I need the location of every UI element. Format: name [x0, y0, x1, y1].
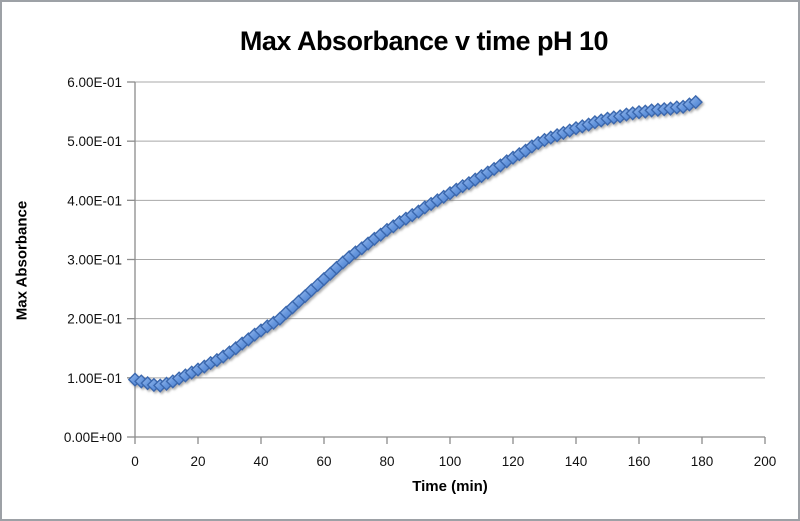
- y-tick-label: 5.00E-01: [67, 134, 122, 149]
- y-axis-title: Max Absorbance: [13, 200, 31, 321]
- x-tick-label: 160: [628, 454, 651, 469]
- x-tick-label: 0: [131, 454, 139, 469]
- y-tick-label: 1.00E-01: [67, 371, 122, 386]
- x-tick-label: 100: [439, 454, 462, 469]
- y-tick-label: 4.00E-01: [67, 193, 122, 208]
- y-tick-label: 2.00E-01: [67, 312, 122, 327]
- x-tick-label: 60: [316, 454, 331, 469]
- data-series[interactable]: [127, 94, 703, 393]
- data-point[interactable]: [688, 94, 703, 110]
- x-tick-label: 140: [565, 454, 588, 469]
- chart-title: Max Absorbance v time pH 10: [239, 26, 609, 56]
- x-tick-label: 120: [502, 454, 525, 469]
- y-tick-label: 0.00E+00: [64, 430, 122, 445]
- x-tick-label: 180: [691, 454, 714, 469]
- x-tick-label: 200: [754, 454, 777, 469]
- x-tick-label: 80: [379, 454, 394, 469]
- x-tick-label: 40: [253, 454, 268, 469]
- x-tick-label: 20: [190, 454, 205, 469]
- y-tick-label: 3.00E-01: [67, 253, 122, 268]
- y-tick-label: 6.00E-01: [67, 75, 122, 90]
- x-axis-title: Time (min): [412, 478, 488, 495]
